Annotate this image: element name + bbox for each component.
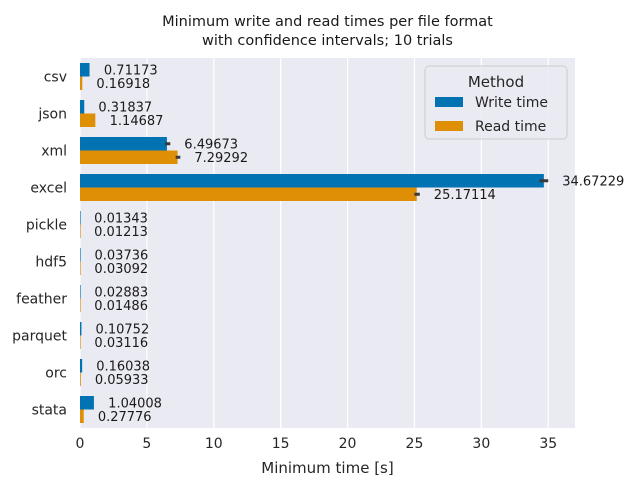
legend-label: Write time — [475, 95, 548, 111]
y-tick-label: feather — [16, 292, 67, 308]
write-time-bar — [80, 359, 83, 373]
x-tick-label: 0 — [76, 436, 85, 452]
read-time-label: 0.05933 — [95, 373, 149, 388]
read-time-bar — [80, 187, 417, 201]
x-tick-label: 5 — [142, 436, 151, 452]
write-time-bar — [80, 396, 94, 410]
read-time-bar — [80, 409, 84, 423]
write-time-bar — [80, 174, 544, 188]
x-tick-label: 20 — [339, 436, 357, 452]
read-time-bar — [80, 76, 83, 90]
read-time-bar — [80, 224, 81, 238]
write-time-bar — [80, 248, 81, 262]
x-tick-label: 10 — [205, 436, 223, 452]
read-time-label: 0.01486 — [94, 299, 148, 314]
read-time-label: 0.01213 — [94, 225, 148, 240]
read-time-label: 0.03092 — [94, 262, 148, 277]
y-tick-label: hdf5 — [35, 255, 67, 271]
read-time-bar — [80, 150, 178, 164]
write-time-label: 0.10752 — [95, 322, 149, 337]
chart-title-line: with confidence intervals; 10 trials — [202, 33, 453, 49]
read-time-label: 7.29292 — [194, 151, 248, 166]
write-time-bar — [80, 211, 81, 225]
legend-title: Method — [468, 73, 524, 91]
x-tick-label: 15 — [272, 436, 290, 452]
read-time-label: 0.27776 — [98, 410, 152, 425]
y-tick-labels: csv json xml excel pickle hdf5 feather parquet o… — [12, 70, 67, 419]
write-time-label: 0.31837 — [98, 100, 152, 115]
write-time-label: 0.02883 — [94, 285, 148, 300]
read-time-label: 0.16918 — [96, 77, 150, 92]
y-tick-label: pickle — [26, 218, 67, 234]
write-time-label: 0.71173 — [104, 63, 158, 78]
legend-swatch — [435, 97, 463, 107]
write-time-label: 0.16038 — [96, 359, 150, 374]
legend: Method Write time Read time — [424, 65, 568, 140]
x-tick-label: 30 — [472, 436, 490, 452]
y-tick-label: parquet — [12, 329, 67, 345]
legend-box — [424, 65, 568, 140]
y-tick-label: excel — [30, 181, 67, 197]
read-time-bar — [80, 261, 81, 275]
x-tick-labels: 0 5 10 15 20 25 30 35 — [76, 436, 558, 452]
read-time-bar — [80, 298, 81, 312]
legend-label: Read time — [475, 119, 546, 135]
write-time-label: 0.01343 — [94, 211, 148, 226]
bars — [80, 63, 549, 423]
y-tick-label: stata — [32, 403, 67, 419]
read-time-label: 0.03116 — [94, 336, 148, 351]
write-time-bar — [80, 322, 82, 336]
write-time-bar — [80, 100, 85, 114]
write-time-bar — [80, 137, 167, 151]
legend-swatch — [435, 121, 463, 131]
write-time-label: 34.67229 — [562, 174, 624, 189]
y-tick-label: xml — [41, 144, 67, 160]
write-time-label: 6.49673 — [184, 137, 238, 152]
read-time-bar — [80, 372, 81, 386]
x-axis-label: Minimum time [s] — [261, 459, 393, 477]
chart-title-line: Minimum write and read times per file fo… — [162, 14, 493, 30]
write-time-label: 1.04008 — [108, 396, 162, 411]
read-time-label: 1.14687 — [110, 114, 164, 129]
y-tick-label: orc — [45, 366, 67, 382]
x-tick-label: 35 — [539, 436, 557, 452]
chart-title: Minimum write and read times per file fo… — [162, 14, 493, 49]
read-time-bar — [80, 335, 81, 349]
write-time-bar — [80, 285, 81, 299]
write-time-label: 0.03736 — [95, 248, 149, 263]
write-time-bar — [80, 63, 90, 77]
x-tick-label: 25 — [406, 436, 424, 452]
read-time-label: 25.17114 — [434, 188, 496, 203]
y-tick-label: json — [37, 107, 67, 123]
y-tick-label: csv — [44, 70, 67, 86]
read-time-bar — [80, 113, 96, 127]
